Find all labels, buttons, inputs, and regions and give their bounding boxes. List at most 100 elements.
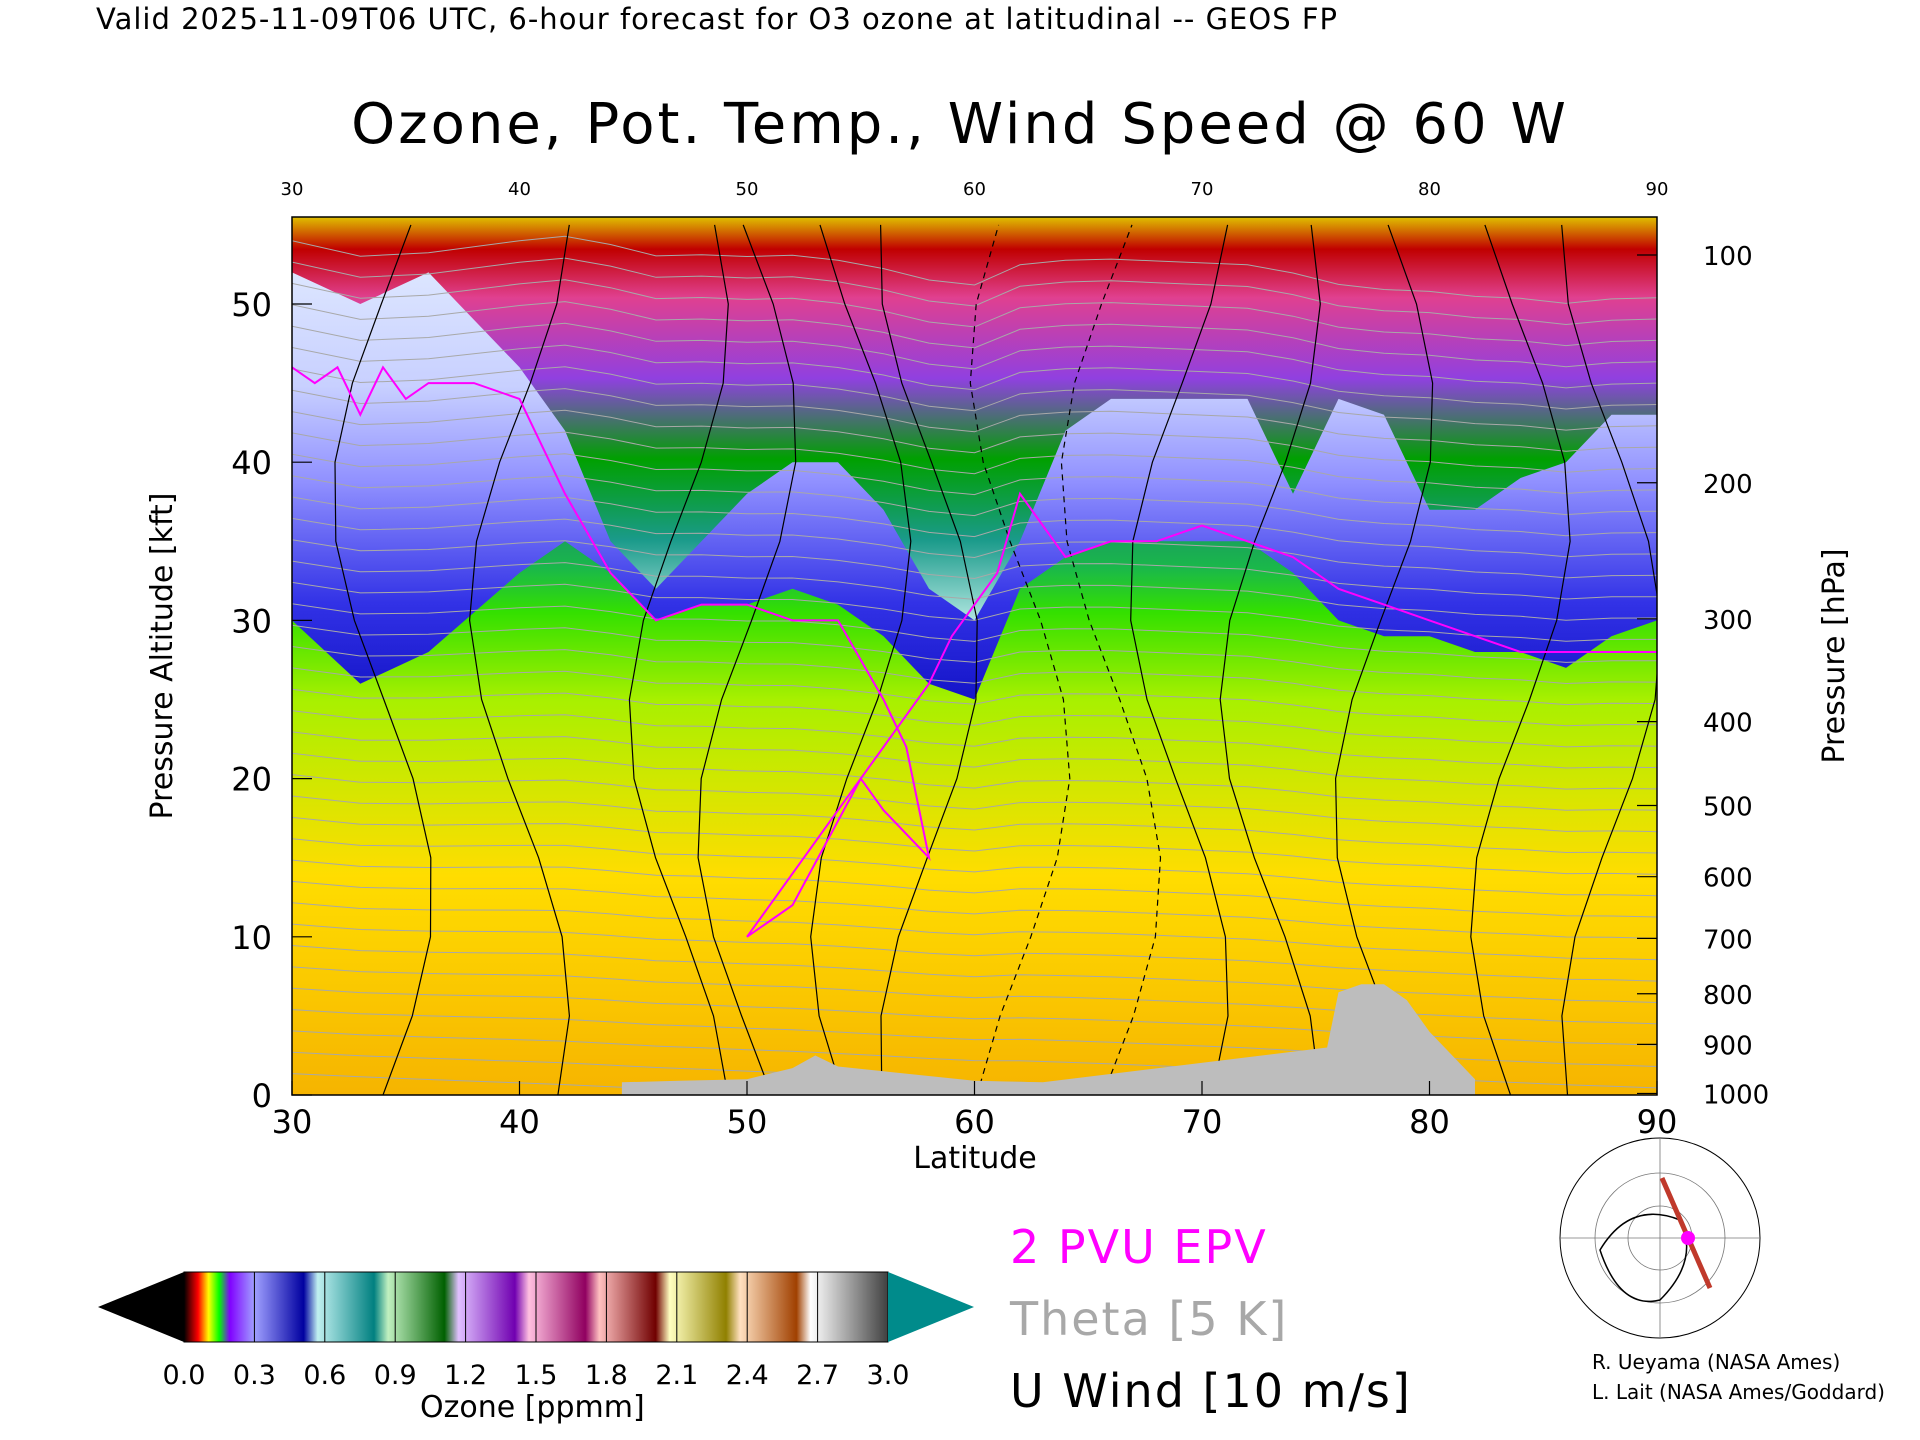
legend-epv: 2 PVU EPV bbox=[1010, 1220, 1268, 1274]
theta-contour-line bbox=[292, 366, 1657, 431]
colorbar-tick-label: 1.8 bbox=[584, 1360, 628, 1391]
x-tick-label: 30 bbox=[272, 1103, 313, 1141]
theta-contour-line bbox=[292, 344, 1657, 410]
top-axis: 30 40 50 60 70 80 90 bbox=[281, 179, 1669, 200]
theta-contour-line bbox=[292, 880, 1657, 939]
theta-contour-line bbox=[292, 838, 1657, 897]
theta-contour-line bbox=[292, 496, 1657, 558]
wind-contour-line bbox=[628, 224, 729, 1095]
theta-contour-line bbox=[292, 301, 1657, 368]
wind-contour-line bbox=[697, 224, 797, 1095]
legend-theta: Theta [5 K] bbox=[1010, 1292, 1289, 1346]
theta-contour-line bbox=[292, 279, 1657, 347]
y-tick-label: 40 bbox=[231, 444, 272, 482]
colorbar-tick-label: 2.4 bbox=[725, 1360, 769, 1391]
theta-contour-line bbox=[292, 235, 1657, 304]
wind-contour-line bbox=[1219, 224, 1321, 1095]
wind-contours bbox=[334, 224, 1657, 1095]
x-tick-label: 40 bbox=[499, 1103, 540, 1141]
theta-contour-line bbox=[292, 774, 1657, 833]
theta-contour-line bbox=[292, 322, 1657, 389]
wind-contour-line bbox=[810, 224, 912, 1095]
wind-contour-line bbox=[1130, 224, 1229, 1095]
pressure-tick-label: 700 bbox=[1703, 925, 1753, 955]
top-tick-label: 60 bbox=[963, 179, 986, 200]
plot-area bbox=[292, 217, 1657, 1095]
theta-contour-line bbox=[292, 517, 1657, 579]
theta-contour-line bbox=[292, 710, 1657, 769]
colorbar-tick-label: 1.5 bbox=[514, 1360, 558, 1391]
section-marker-dot bbox=[1681, 1231, 1695, 1245]
location-inset-map bbox=[1559, 1137, 1761, 1339]
theta-contour-line bbox=[292, 1073, 1657, 1095]
y-tick-label: 50 bbox=[231, 286, 272, 324]
colorbar-tick-label: 2.7 bbox=[796, 1360, 840, 1391]
pressure-tick-label: 300 bbox=[1703, 606, 1753, 636]
top-tick-label: 80 bbox=[1418, 179, 1441, 200]
theta-contour-line bbox=[292, 257, 1657, 326]
pressure-tick-label: 400 bbox=[1703, 709, 1753, 739]
wind-contour-line bbox=[1060, 224, 1162, 1095]
theta-contour-line bbox=[292, 859, 1657, 918]
pressure-tick-label: 500 bbox=[1703, 792, 1753, 822]
colorbar-tick-label: 0.0 bbox=[162, 1360, 206, 1391]
theta-contour-line bbox=[292, 987, 1657, 1046]
legend-wind: U Wind [10 m/s] bbox=[1010, 1364, 1412, 1418]
y-axis-right-label: Pressure [hPa] bbox=[1817, 548, 1852, 763]
colorbar-high-arrow bbox=[888, 1272, 974, 1342]
x-tick-label: 90 bbox=[1637, 1103, 1678, 1141]
y-tick-label: 0 bbox=[252, 1077, 272, 1115]
theta-contour-line bbox=[292, 945, 1657, 1003]
wind-contour-line bbox=[1561, 224, 1657, 1095]
top-tick-label: 50 bbox=[736, 179, 759, 200]
pressure-tick-label: 1000 bbox=[1703, 1080, 1769, 1110]
theta-contour-line bbox=[292, 581, 1657, 642]
top-tick-label: 70 bbox=[1191, 179, 1214, 200]
theta-contour-line bbox=[292, 902, 1657, 961]
terrain-mask bbox=[621, 984, 1475, 1095]
theta-contour-line bbox=[292, 688, 1657, 748]
theta-contour-line bbox=[292, 646, 1657, 706]
epv-2pvu-contour bbox=[292, 365, 1657, 938]
upper-stratosphere-ozone-band bbox=[292, 217, 1657, 621]
theta-contour-line bbox=[292, 667, 1657, 727]
x-tick-label: 70 bbox=[1182, 1103, 1223, 1141]
colorbar-tick-label: 0.3 bbox=[232, 1360, 276, 1391]
x-tick-label: 80 bbox=[1409, 1103, 1450, 1141]
theta-contour-line bbox=[292, 603, 1657, 663]
theta-contour-line bbox=[292, 409, 1657, 473]
theta-contour-line bbox=[292, 731, 1657, 790]
top-tick-label: 40 bbox=[508, 179, 531, 200]
pressure-tick-label: 900 bbox=[1703, 1031, 1753, 1061]
bottom-axis: 30 40 50 60 70 80 90 bbox=[272, 1081, 1678, 1141]
theta-contour-line bbox=[292, 560, 1657, 621]
theta-contour-line bbox=[292, 388, 1657, 452]
left-axis: 0 10 20 30 40 50 bbox=[231, 286, 312, 1115]
x-tick-label: 60 bbox=[954, 1103, 995, 1141]
right-axis: 1000 900 800 700 600 500 400 300 200 100 bbox=[1637, 242, 1769, 1110]
wind-contour-line bbox=[334, 224, 432, 1095]
theta-contour-line bbox=[292, 816, 1657, 875]
top-tick-label: 30 bbox=[281, 179, 304, 200]
colorbar-tick-label: 2.1 bbox=[655, 1360, 699, 1391]
colorbar-tick-label: 1.2 bbox=[444, 1360, 488, 1391]
wind-contour-line bbox=[468, 224, 571, 1095]
theta-contour-line bbox=[292, 475, 1657, 537]
colorbar-tick-label: 3.0 bbox=[866, 1360, 910, 1391]
y-tick-label: 10 bbox=[231, 919, 272, 957]
colorbar-title: Ozone [ppmm] bbox=[420, 1390, 645, 1425]
x-tick-label: 50 bbox=[727, 1103, 768, 1141]
top-tick-label: 90 bbox=[1646, 179, 1669, 200]
pressure-tick-label: 200 bbox=[1703, 470, 1753, 500]
wind-contour-line bbox=[1470, 224, 1571, 1095]
valid-time-header: Valid 2025-11-09T06 UTC, 6-hour forecast… bbox=[96, 2, 1339, 36]
x-axis-label: Latitude bbox=[913, 1141, 1036, 1176]
y-tick-label: 30 bbox=[231, 602, 272, 640]
colorbar-tick-label: 0.6 bbox=[303, 1360, 347, 1391]
theta-contour-line bbox=[292, 752, 1657, 811]
y-axis-left-label: Pressure Altitude [kft] bbox=[145, 493, 180, 820]
chart-title: Ozone, Pot. Temp., Wind Speed @ 60 W bbox=[351, 92, 1569, 157]
y-tick-label: 20 bbox=[231, 761, 272, 799]
wind-contour-line bbox=[969, 224, 1071, 1095]
